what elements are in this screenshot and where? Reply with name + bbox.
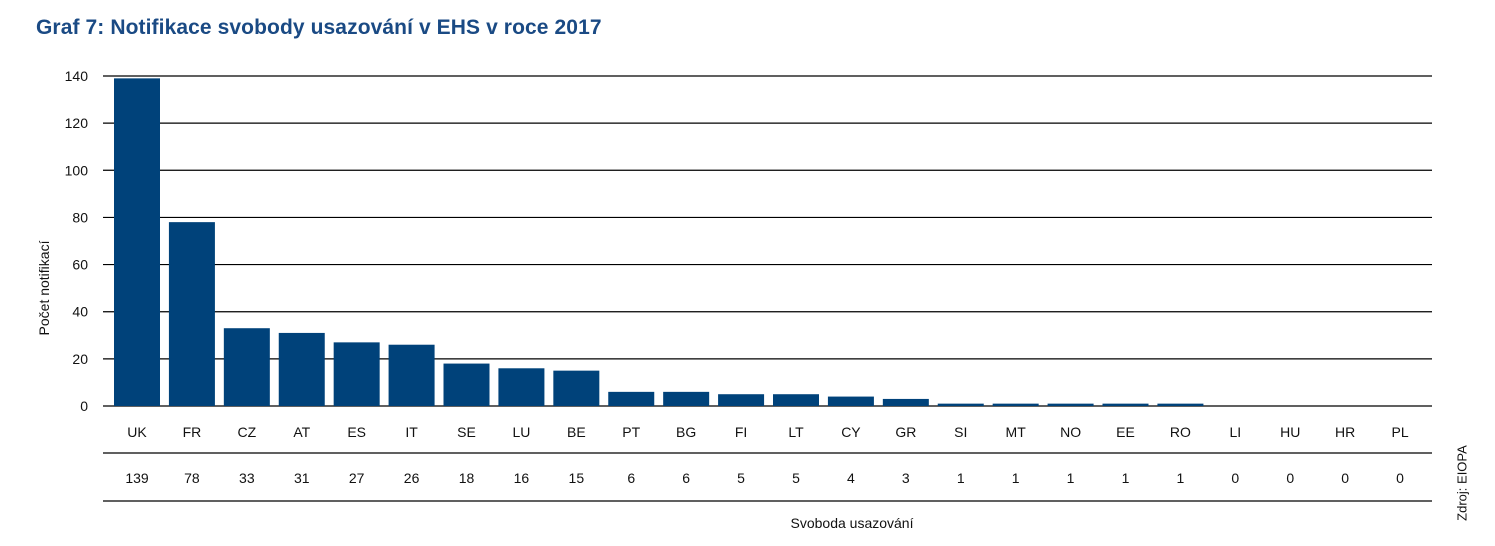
x-tick-label: BG (676, 424, 696, 440)
x-tick-label: BE (567, 424, 586, 440)
x-tick-label: LI (1229, 424, 1241, 440)
x-tick-label: AT (293, 424, 310, 440)
bar (223, 328, 270, 406)
data-label: 15 (569, 470, 585, 486)
data-label: 27 (349, 470, 365, 486)
bar (1047, 403, 1094, 406)
data-label: 1 (1012, 470, 1020, 486)
x-tick-label: EE (1116, 424, 1135, 440)
y-tick-label: 100 (65, 162, 89, 178)
data-label: 16 (514, 470, 530, 486)
bar (498, 368, 545, 406)
x-tick-label: PL (1392, 424, 1409, 440)
bar (937, 403, 984, 406)
data-label: 1 (957, 470, 965, 486)
y-tick-label: 40 (72, 304, 88, 320)
data-label: 5 (737, 470, 745, 486)
data-label: 0 (1396, 470, 1404, 486)
data-label: 0 (1286, 470, 1294, 486)
x-tick-label: SE (457, 424, 476, 440)
x-tick-label: UK (127, 424, 147, 440)
bar (992, 403, 1039, 406)
bar (168, 222, 215, 406)
x-axis-label: Svoboda usazování (790, 515, 914, 531)
bar (443, 363, 490, 406)
data-label: 3 (902, 470, 910, 486)
x-tick-label: LT (788, 424, 804, 440)
x-tick-label: MT (1006, 424, 1027, 440)
data-label: 6 (682, 470, 690, 486)
x-tick-label: SI (954, 424, 967, 440)
data-label: 78 (184, 470, 200, 486)
x-tick-label: CZ (237, 424, 256, 440)
bar (663, 391, 710, 406)
data-label: 5 (792, 470, 800, 486)
y-tick-label: 20 (72, 351, 88, 367)
x-tick-label: PT (622, 424, 640, 440)
bar (114, 78, 160, 406)
data-label: 31 (294, 470, 310, 486)
data-label: 139 (125, 470, 149, 486)
data-label: 0 (1341, 470, 1349, 486)
bar (333, 342, 380, 406)
x-tick-label: FR (183, 424, 202, 440)
x-tick-label: LU (512, 424, 530, 440)
x-tick-label: CY (841, 424, 861, 440)
x-tick-label: ES (347, 424, 366, 440)
x-tick-label: IT (405, 424, 418, 440)
bar (718, 394, 765, 406)
bar (608, 391, 655, 406)
bar (773, 394, 819, 406)
data-label: 26 (404, 470, 420, 486)
data-label: 1 (1067, 470, 1075, 486)
y-tick-label: 140 (65, 68, 89, 84)
x-tick-label: GR (895, 424, 916, 440)
bar (388, 344, 435, 406)
data-label: 6 (627, 470, 635, 486)
bar (882, 398, 929, 406)
y-tick-label: 60 (72, 257, 88, 273)
data-label: 0 (1231, 470, 1239, 486)
x-tick-label: HR (1335, 424, 1355, 440)
bar (827, 396, 874, 406)
data-label: 4 (847, 470, 855, 486)
y-tick-label: 80 (72, 209, 88, 225)
data-label: 1 (1177, 470, 1185, 486)
bar (553, 370, 600, 406)
x-tick-label: RO (1170, 424, 1191, 440)
bar (278, 332, 325, 406)
y-tick-label: 0 (80, 398, 88, 414)
bar (1102, 403, 1149, 406)
data-label: 18 (459, 470, 475, 486)
data-label: 1 (1122, 470, 1130, 486)
chart-title: Graf 7: Notifikace svobody usazování v E… (36, 16, 602, 39)
y-tick-label: 120 (65, 115, 89, 131)
x-tick-label: HU (1280, 424, 1300, 440)
bar (1157, 403, 1204, 406)
x-tick-label: FI (735, 424, 747, 440)
data-label: 33 (239, 470, 255, 486)
x-tick-label: NO (1060, 424, 1081, 440)
